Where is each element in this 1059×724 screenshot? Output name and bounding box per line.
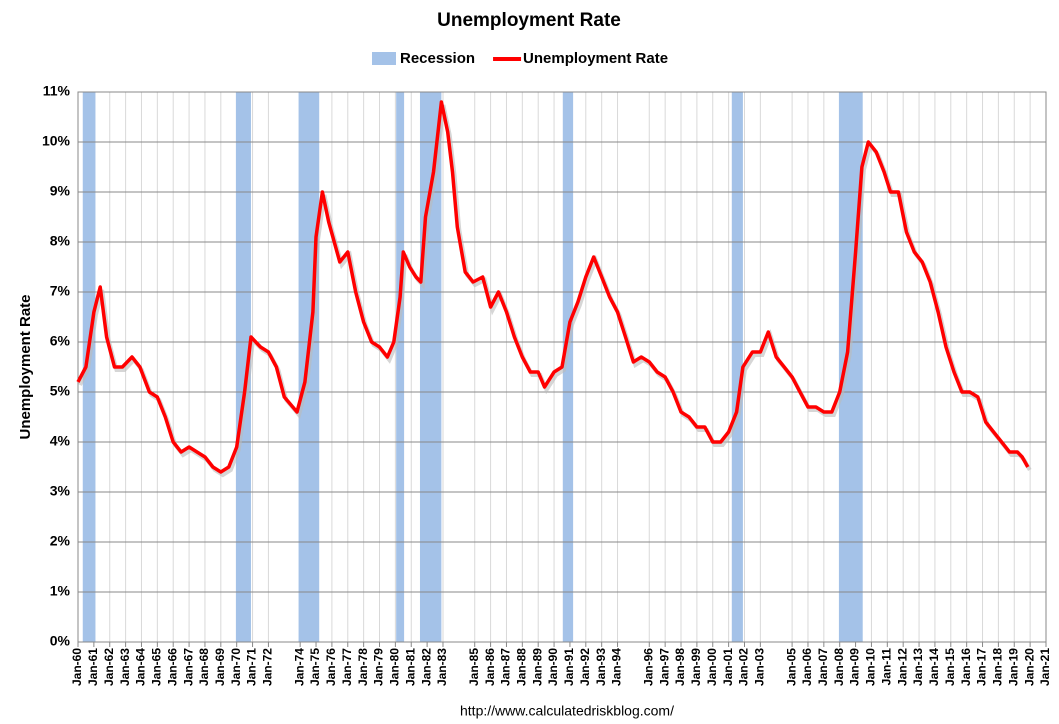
- recession-band: [838, 92, 863, 642]
- x-tick-label: Jan-97: [657, 648, 671, 686]
- x-tick-label: Jan-87: [499, 648, 513, 686]
- x-tick-label: Jan-03: [753, 648, 767, 686]
- plot-border: [77, 91, 1047, 643]
- x-tick-label: Jan-65: [150, 648, 164, 686]
- x-tick-label: Jan-88: [514, 648, 528, 686]
- chart-title: Unemployment Rate: [437, 10, 621, 31]
- recession-band: [419, 92, 442, 642]
- x-tick-label: Jan-20: [1022, 648, 1036, 686]
- x-tick-label: Jan-79: [372, 648, 386, 686]
- x-tick-label: Jan-62: [102, 648, 116, 686]
- line: [76, 100, 1030, 474]
- y-tick-label: 7%: [50, 283, 71, 299]
- x-tick-label: Jan-94: [610, 648, 624, 686]
- recession-band: [235, 92, 251, 642]
- x-tick-label: Jan-83: [435, 648, 449, 686]
- y-tick-label: 8%: [50, 233, 71, 249]
- recession-band: [562, 92, 574, 642]
- x-tick-label: Jan-68: [197, 648, 211, 686]
- y-tick-label: 3%: [50, 483, 71, 499]
- legend-swatch: [372, 52, 396, 65]
- x-tick-label: Jan-16: [959, 648, 973, 686]
- x-tick-label: Jan-92: [578, 648, 592, 686]
- y-axis-label: Unemployment Rate: [17, 294, 34, 439]
- x-tick-label: Jan-10: [864, 648, 878, 686]
- x-tick-label: Jan-71: [245, 648, 259, 686]
- x-tick-label: Jan-17: [975, 648, 989, 686]
- x-tick-label: Jan-74: [292, 648, 306, 686]
- x-tick-label: Jan-82: [419, 648, 433, 686]
- x-tick-label: Jan-72: [261, 648, 275, 686]
- x-tick-label: Jan-64: [134, 648, 148, 686]
- x-tick-label: Jan-98: [673, 648, 687, 686]
- y-tick-label: 6%: [50, 333, 71, 349]
- x-tick-label: Jan-07: [816, 648, 830, 686]
- legend-label: Unemployment Rate: [523, 50, 668, 67]
- x-tick-label: Jan-77: [340, 648, 354, 686]
- x-tick-label: Jan-76: [324, 648, 338, 686]
- y-tick-label: 11%: [43, 83, 71, 99]
- x-tick-label: Jan-19: [1006, 648, 1020, 686]
- x-tick-label: Jan-01: [721, 648, 735, 686]
- x-tick-label: Jan-12: [895, 648, 909, 686]
- x-tick-label: Jan-09: [848, 648, 862, 686]
- x-tick-label: Jan-11: [879, 648, 893, 686]
- y-tick-label: 9%: [50, 183, 71, 199]
- x-tick-label: Jan-91: [562, 648, 576, 686]
- y-tick-label: 4%: [50, 433, 71, 449]
- x-tick-label: Jan-66: [165, 648, 179, 686]
- x-tick-label: Jan-18: [991, 648, 1005, 686]
- x-tick-label: Jan-00: [705, 648, 719, 686]
- x-tick-label: Jan-75: [308, 648, 322, 686]
- x-tick-label: Jan-02: [737, 648, 751, 686]
- x-tick-label: Jan-63: [118, 648, 132, 686]
- x-tick-label: Jan-13: [911, 648, 925, 686]
- x-tick-label: Jan-06: [800, 648, 814, 686]
- y-tick-label: 2%: [50, 533, 71, 549]
- x-tick-label: Jan-05: [784, 648, 798, 686]
- x-tick-label: Jan-81: [403, 648, 417, 686]
- x-tick-label: Jan-90: [546, 648, 560, 686]
- y-tick-label: 0%: [50, 633, 71, 649]
- x-tick-label: Jan-61: [86, 648, 100, 686]
- x-tick-label: Jan-21: [1038, 648, 1052, 686]
- source: http://www.calculatedriskblog.com/: [460, 703, 674, 719]
- x-tick-label: Jan-08: [832, 648, 846, 686]
- x-tick-label: Jan-67: [181, 648, 195, 686]
- x-tick-label: Jan-93: [594, 648, 608, 686]
- recession-band: [731, 92, 743, 642]
- x-tick-label: Jan-69: [213, 648, 227, 686]
- y-tick-label: 10%: [42, 133, 71, 149]
- x-tick-label: Jan-14: [927, 648, 941, 686]
- x-tick-label: Jan-60: [70, 648, 84, 686]
- x-tick-label: Jan-99: [689, 648, 703, 686]
- x-tick-label: Jan-78: [356, 648, 370, 686]
- x-tick-label: Jan-70: [229, 648, 243, 686]
- x-tick-label: Jan-86: [483, 648, 497, 686]
- x-tick-label: Jan-85: [467, 648, 481, 686]
- x-tick-label: Jan-96: [641, 648, 655, 686]
- x-tick-label: Jan-80: [388, 648, 402, 686]
- y-tick-label: 1%: [50, 583, 71, 599]
- y-tick-label: 5%: [50, 383, 71, 399]
- x-tick-label: Jan-15: [943, 648, 957, 686]
- legend-label: Recession: [400, 50, 475, 67]
- recession-band: [396, 92, 405, 642]
- x-tick-label: Jan-89: [530, 648, 544, 686]
